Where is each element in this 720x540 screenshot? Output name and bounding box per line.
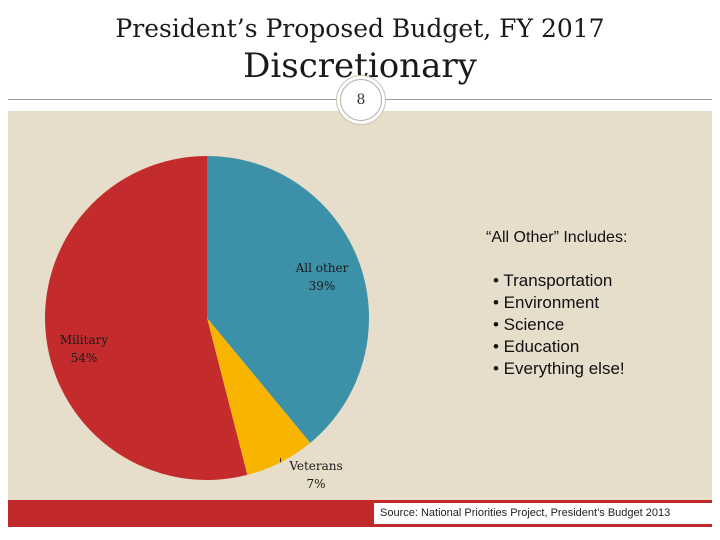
pie-label-value: 54%: [71, 351, 98, 365]
all-other-list: • Transportation • Environment • Science…: [493, 270, 625, 380]
pie-slices: [44, 156, 369, 481]
pie-labels: All other 39% Veterans 7% Military 54%: [60, 261, 349, 491]
pie-label-name: Veterans: [288, 459, 342, 473]
page-number-badge: 8: [340, 79, 382, 121]
pie-label-name: All other: [295, 261, 349, 275]
pie-label-value: 39%: [309, 279, 336, 293]
all-other-header: “All Other” Includes:: [486, 229, 628, 246]
pie-slice-military: [44, 156, 248, 481]
footer-bar: Source: National Priorities Project, Pre…: [8, 500, 716, 527]
all-other-item: • Environment: [493, 293, 600, 312]
all-other-item: • Transportation: [493, 271, 613, 290]
all-other-item: • Science: [493, 315, 565, 334]
all-other-item: • Education: [493, 337, 580, 356]
pie-label-value: 7%: [306, 477, 325, 491]
pie-slice-veterans: [207, 318, 311, 475]
pie-label-name: Military: [60, 333, 109, 347]
slide-title: President’s Proposed Budget, FY 2017: [115, 14, 605, 43]
all-other-item: • Everything else!: [493, 359, 625, 378]
source-note: Source: National Priorities Project, Pre…: [374, 503, 716, 524]
pie-slice-all-other: [207, 156, 369, 443]
